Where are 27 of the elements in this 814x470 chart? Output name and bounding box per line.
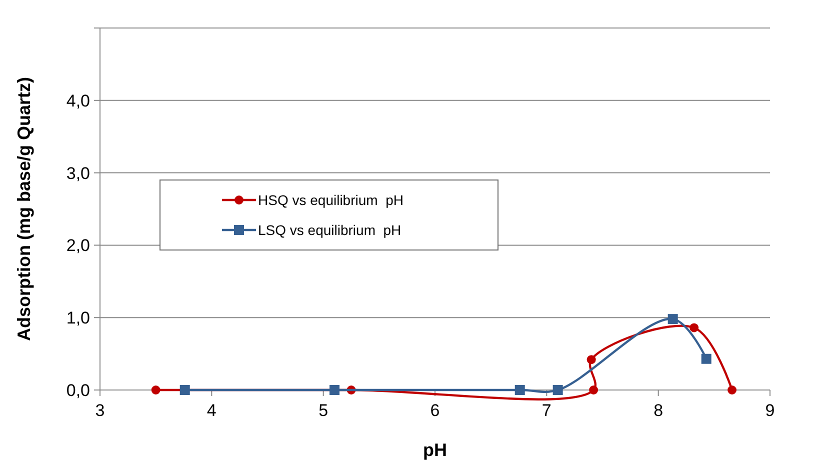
y-tick-label: 1,0 — [66, 308, 90, 328]
legend-label: HSQ vs equilibrium pH — [258, 192, 404, 208]
point — [330, 385, 340, 395]
y-tick-label: 4,0 — [66, 91, 90, 110]
legend-label: LSQ vs equilibrium pH — [258, 222, 402, 238]
point — [151, 386, 160, 394]
point — [668, 314, 678, 324]
point — [728, 386, 737, 394]
x-tick-label: 9 — [765, 401, 775, 420]
x-tick-label: 5 — [318, 401, 328, 420]
y-axis-title: Adsorption (mg base/g Quartz) — [14, 76, 34, 342]
x-tick-label: 4 — [206, 401, 216, 420]
point — [690, 323, 699, 332]
y-tick-label: 2,0 — [66, 236, 90, 256]
x-tick-label: 6 — [430, 401, 440, 420]
point — [586, 355, 596, 364]
point — [514, 385, 525, 395]
x-tick-label: 7 — [542, 401, 552, 420]
point — [180, 385, 190, 395]
point — [589, 386, 598, 394]
x-axis-title: pH — [423, 440, 447, 460]
point — [552, 385, 563, 395]
x-tick-label: 3 — [95, 401, 105, 420]
x-tick-label: 8 — [654, 401, 664, 420]
y-tick-label: 0,0 — [66, 381, 90, 400]
point — [701, 354, 712, 364]
y-tick-label: 3,0 — [66, 164, 90, 183]
